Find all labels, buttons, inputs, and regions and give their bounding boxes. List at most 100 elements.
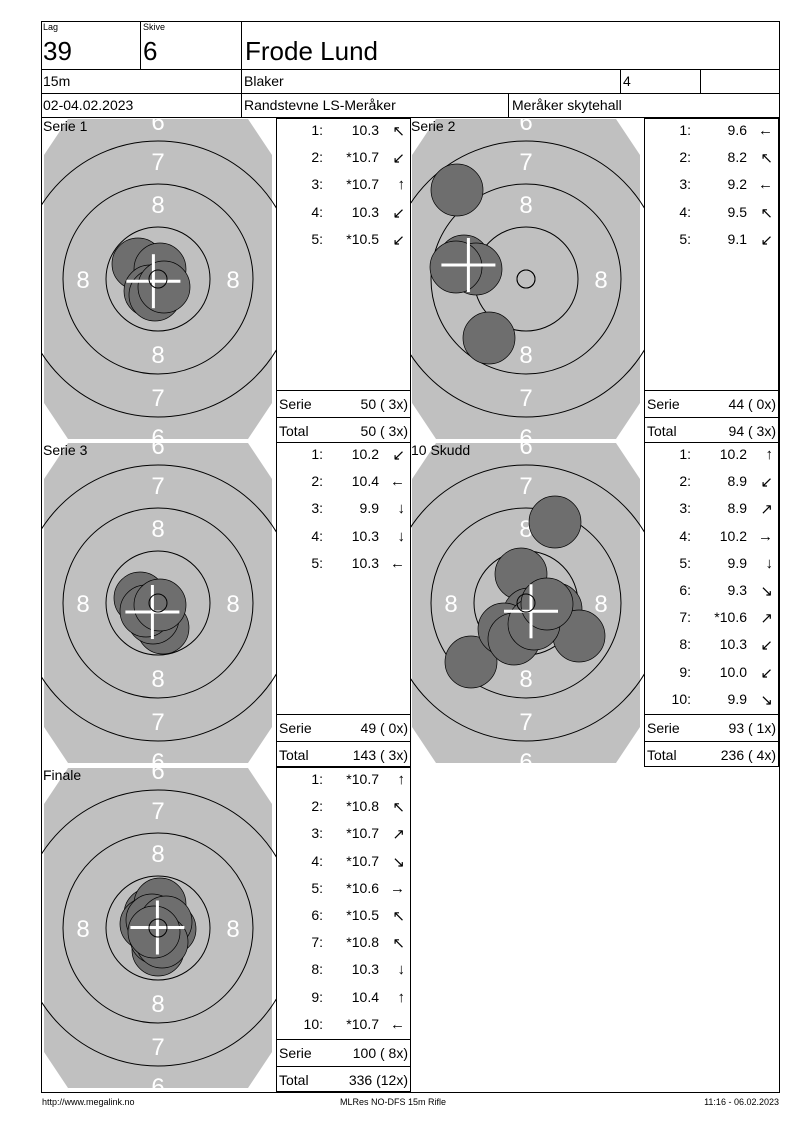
ring-label: 6 bbox=[151, 425, 164, 443]
shot-number: 4: bbox=[311, 852, 323, 869]
shot-score: 10.3 bbox=[351, 527, 379, 544]
shot-number: 8: bbox=[679, 636, 691, 653]
shot-score: 9.6 bbox=[727, 122, 747, 138]
total-value: 336 (12x) bbox=[348, 1072, 408, 1088]
ring-label: 8 bbox=[151, 991, 164, 1018]
serie-label: Serie bbox=[647, 396, 680, 412]
shot-number: 5: bbox=[311, 554, 323, 571]
shooter-name: Frode Lund bbox=[245, 36, 378, 66]
shot-number: 2: bbox=[311, 149, 323, 166]
series-panel: 6 7 8 8 7 6 8 8 10 Skudd 1: 10.2 ↑ 2: 8.9 ↙ 3: 8.9 ↗ 4: 10.… bbox=[410, 442, 779, 767]
direction-arrow-icon: ↓ bbox=[765, 554, 774, 572]
serie-sum: Serie 49 ( 0x) bbox=[277, 714, 411, 741]
ring-label: 7 bbox=[519, 149, 532, 176]
serie-sum: Serie 100 ( 8x) bbox=[277, 1039, 411, 1066]
total-label: Total bbox=[279, 1072, 309, 1088]
shot-hole bbox=[520, 577, 574, 631]
target-image: 6 7 8 8 7 6 8 8 bbox=[42, 118, 276, 443]
direction-arrow-icon: ↗ bbox=[392, 826, 405, 844]
direction-arrow-icon: ↓ bbox=[397, 527, 406, 545]
serie-value: 49 ( 0x) bbox=[360, 720, 408, 736]
direction-arrow-icon: ↑ bbox=[765, 446, 774, 463]
ring-label: 8 bbox=[151, 841, 164, 868]
panel-title: 10 Skudd bbox=[411, 442, 471, 458]
target-ring bbox=[410, 464, 644, 742]
shot-list: 1: *10.7 ↑ 2: *10.8 ↖ 3: *10.7 ↗ 4: *10.7 ↘ 5: *10.6 →… bbox=[276, 767, 411, 1092]
shot-number: 1: bbox=[311, 771, 323, 787]
serie-value: 50 ( 3x) bbox=[360, 396, 408, 412]
direction-arrow-icon: → bbox=[390, 879, 405, 897]
direction-arrow-icon: ↓ bbox=[397, 961, 406, 979]
shot-score: *10.7 bbox=[346, 149, 379, 166]
ring-label: 7 bbox=[519, 385, 532, 412]
direction-arrow-icon: ↖ bbox=[392, 123, 405, 140]
shot-score: 9.9 bbox=[727, 554, 747, 571]
shot-score: *10.6 bbox=[346, 879, 379, 896]
shot-number: 3: bbox=[311, 176, 323, 193]
footer-url[interactable]: http://www.megalink.no bbox=[42, 1097, 135, 1107]
shot-score: 10.2 bbox=[719, 446, 747, 462]
shot-number: 3: bbox=[679, 500, 691, 517]
direction-arrow-icon: ← bbox=[390, 473, 405, 491]
direction-arrow-icon: ↙ bbox=[760, 231, 773, 249]
total-sum: Total 50 ( 3x) bbox=[277, 417, 411, 444]
serie-sum: Serie 44 ( 0x) bbox=[645, 390, 779, 417]
ring-label: 6 bbox=[151, 749, 164, 767]
direction-arrow-icon: ↖ bbox=[760, 204, 773, 222]
lag-label: Lag bbox=[43, 22, 59, 32]
shot-score: 9.2 bbox=[727, 176, 747, 193]
club-cell bbox=[241, 69, 621, 94]
shot-score: 9.9 bbox=[727, 690, 747, 707]
shot-score: 10.3 bbox=[351, 961, 379, 978]
shot-score: *10.7 bbox=[346, 1015, 379, 1032]
direction-arrow-icon: ↖ bbox=[392, 935, 405, 953]
event: Randstevne LS-Meråker bbox=[244, 97, 396, 113]
shot-score: 8.9 bbox=[727, 500, 747, 517]
shot-number: 6: bbox=[679, 582, 691, 598]
shot-number: 2: bbox=[311, 798, 323, 815]
shot-number: 4: bbox=[311, 527, 323, 544]
shot-score: 10.3 bbox=[351, 203, 379, 220]
direction-arrow-icon: ↓ bbox=[397, 500, 406, 518]
shot-score: *10.5 bbox=[346, 230, 379, 247]
shot-hole bbox=[137, 260, 191, 314]
target-ring bbox=[105, 875, 211, 981]
shot-hole bbox=[528, 495, 582, 549]
panel-title: Serie 2 bbox=[411, 118, 456, 134]
shot-score: *10.7 bbox=[346, 176, 379, 193]
panel-title: Serie 1 bbox=[43, 118, 88, 134]
shot-number: 7: bbox=[311, 934, 323, 951]
direction-arrow-icon: ↘ bbox=[760, 691, 773, 709]
ring-label: 8 bbox=[151, 342, 164, 369]
direction-arrow-icon: ← bbox=[390, 1015, 405, 1033]
shot-number: 2: bbox=[311, 473, 323, 490]
serie-label: Serie bbox=[279, 396, 312, 412]
ring-label: 7 bbox=[151, 798, 164, 825]
shot-number: 4: bbox=[311, 203, 323, 220]
target-ring bbox=[430, 183, 622, 375]
shot-score: 8.2 bbox=[727, 149, 747, 166]
ring-label: 8 bbox=[226, 591, 239, 618]
ring-label: 8 bbox=[519, 192, 532, 219]
shot-score: 10.3 bbox=[351, 122, 379, 138]
target-ring bbox=[62, 507, 254, 699]
shot-hole bbox=[127, 905, 181, 959]
venue: Meråker skytehall bbox=[512, 97, 622, 113]
direction-arrow-icon: ↘ bbox=[760, 583, 773, 600]
target-ring bbox=[105, 226, 211, 332]
shot-score: 10.2 bbox=[719, 527, 747, 544]
ring-label: 8 bbox=[151, 666, 164, 693]
shot-score: *10.5 bbox=[346, 907, 379, 923]
shot-number: 2: bbox=[679, 149, 691, 166]
serie-sum: Serie 93 ( 1x) bbox=[645, 714, 779, 741]
target-ring bbox=[62, 832, 254, 1024]
skive-value: 6 bbox=[143, 36, 158, 66]
total-label: Total bbox=[647, 747, 677, 763]
shot-number: 6: bbox=[311, 907, 323, 923]
shot-score: 10.4 bbox=[351, 473, 379, 490]
distance: 15m bbox=[43, 73, 71, 89]
shot-number: 4: bbox=[679, 203, 691, 220]
shot-score: 9.1 bbox=[727, 230, 747, 247]
